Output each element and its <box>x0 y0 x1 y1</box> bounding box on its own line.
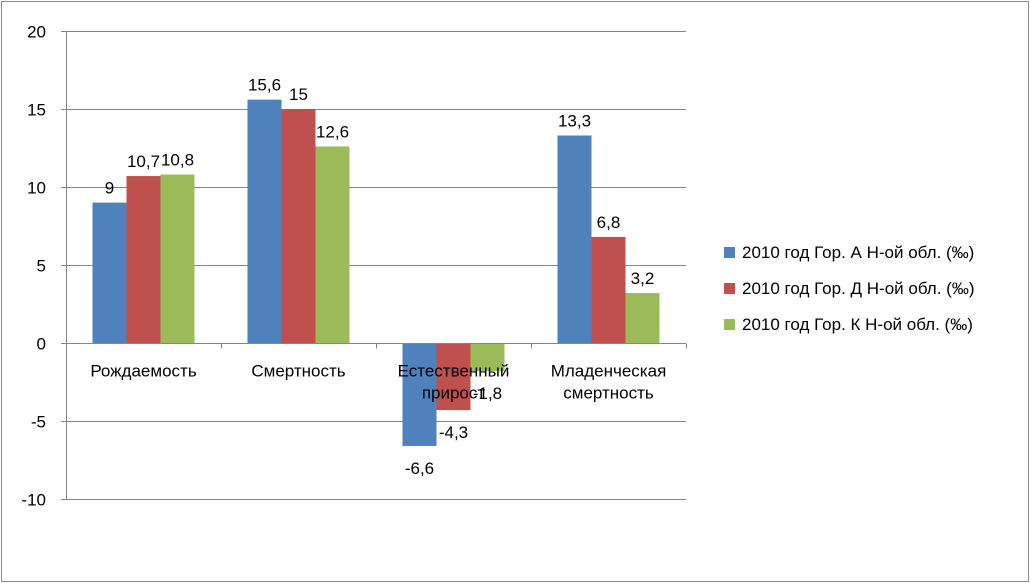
y-tick-label-4: 10 <box>27 179 46 198</box>
y-tick-label-0: -10 <box>21 491 46 510</box>
labels: -10 -5 0 5 10 15 20 9 15,6 -6,6 13,3 10,7 15 -4,3 6,8 1… <box>21 23 666 510</box>
bar-s1-c3 <box>402 343 437 446</box>
x-tick-label-3: Естественный прирост <box>398 362 510 403</box>
data-label-s1-c2: 15,6 <box>248 76 281 95</box>
data-label-s3-c1: 10,8 <box>161 151 194 170</box>
y-tick-label-3: 5 <box>37 257 46 276</box>
data-label-s3-c4: 3,2 <box>631 269 655 288</box>
bar-s2-c4 <box>591 236 626 343</box>
x-tick-label-2-line-1: Смертность <box>251 362 345 381</box>
legend-item-series-3: 2010 год Гор. К Н-ой обл. (‰) <box>724 314 1024 335</box>
data-label-s3-c2: 12,6 <box>316 122 349 141</box>
x-tick-label-3-line-1: Естественный <box>398 362 510 381</box>
y-tick-label-2: 0 <box>37 335 46 354</box>
x-tick-label-4-line-2: смертность <box>563 384 654 403</box>
data-label-s3-c3: -1,8 <box>473 384 502 403</box>
x-tick-label-1: Рождаемость <box>90 362 196 381</box>
legend-swatch-series-3 <box>724 319 735 330</box>
bar-s2-c3 <box>436 343 471 411</box>
legend-item-series-1: 2010 год Гор. А Н-ой обл. (‰) <box>724 242 1024 263</box>
y-tick-label-6: 20 <box>27 23 46 42</box>
data-label-s1-c3: -6,6 <box>405 459 434 478</box>
legend-label-series-3: 2010 год Гор. К Н-ой обл. (‰) <box>742 314 973 334</box>
legend-swatch-series-1 <box>724 247 735 258</box>
legend: 2010 год Гор. А Н-ой обл. (‰) 2010 год Г… <box>724 242 1024 350</box>
x-tick-label-3-line-2: прирост <box>422 384 486 403</box>
x-tick-label-4: Младенческая смертность <box>551 362 667 403</box>
bar-s2-c2 <box>281 109 316 343</box>
bar-s1-c2 <box>247 99 282 343</box>
y-tick-label-1: -5 <box>31 413 46 432</box>
data-label-s1-c1: 9 <box>105 179 114 198</box>
x-tick-label-2: Смертность <box>251 362 345 381</box>
data-label-s1-c4: 13,3 <box>558 112 591 131</box>
bar-s3-c1 <box>160 174 195 343</box>
x-tick-label-1-line-1: Рождаемость <box>90 362 196 381</box>
bar-s2-c1 <box>126 176 161 343</box>
bars <box>92 99 660 446</box>
axes <box>61 31 687 500</box>
legend-label-series-2: 2010 год Гор. Д Н-ой обл. (‰) <box>742 278 975 298</box>
data-label-s2-c2: 15 <box>289 85 308 104</box>
bar-s3-c2 <box>315 146 350 343</box>
bar-s1-c1 <box>92 202 127 343</box>
data-label-s2-c4: 6,8 <box>597 213 621 232</box>
legend-item-series-2: 2010 год Гор. Д Н-ой обл. (‰) <box>724 278 1024 299</box>
legend-label-series-1: 2010 год Гор. А Н-ой обл. (‰) <box>742 242 975 262</box>
bar-s3-c3 <box>470 343 505 372</box>
bar-s3-c4 <box>625 293 660 343</box>
x-tick-label-4-line-1: Младенческая <box>551 362 667 381</box>
bar-s1-c4 <box>557 135 592 343</box>
data-label-s2-c1: 10,7 <box>127 152 160 171</box>
data-label-s2-c3: -4,3 <box>439 423 468 442</box>
y-tick-label-5: 15 <box>27 101 46 120</box>
legend-swatch-series-2 <box>724 283 735 294</box>
